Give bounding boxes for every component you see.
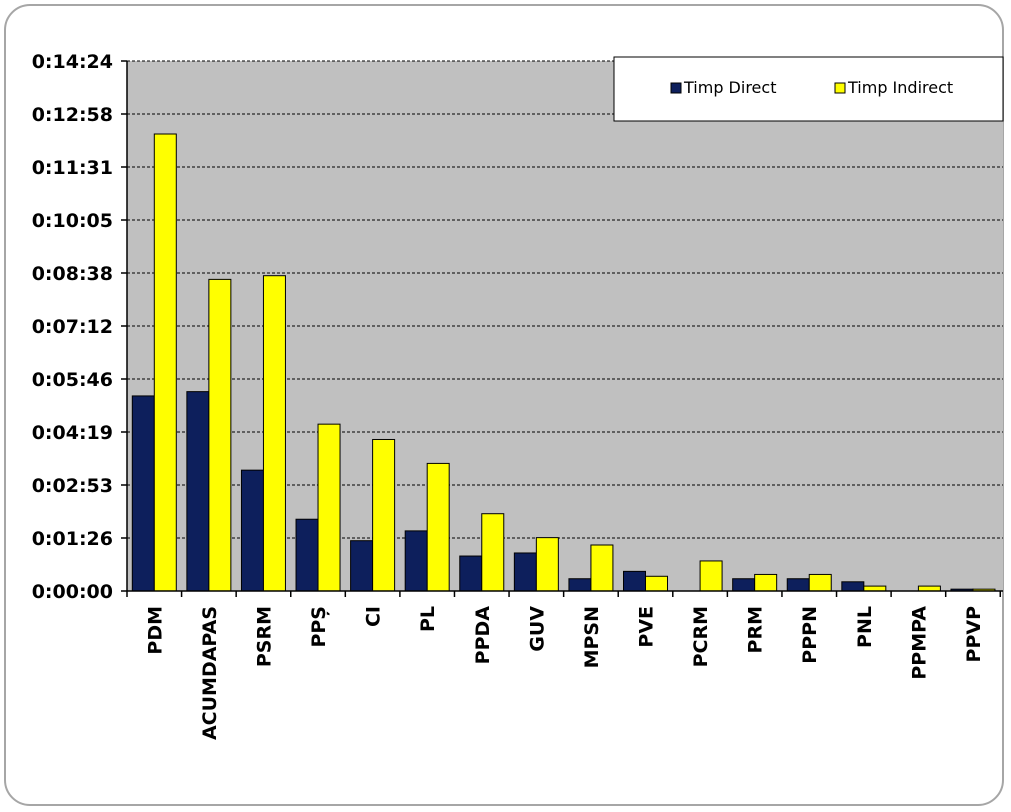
bar-indirect	[590, 544, 614, 592]
x-tick-label: PPȘ	[308, 606, 330, 648]
y-tick-label: 0:08:38	[32, 263, 113, 285]
bars	[131, 133, 996, 592]
bar-direct	[350, 540, 374, 592]
bar-indirect	[808, 573, 832, 592]
y-tick-label: 0:02:53	[32, 475, 113, 497]
bar-direct	[240, 469, 264, 592]
x-axis-ticks: PDM ACUMDAPAS PSRM PPȘ CI PL PPDA GUV MPSN PVE PCR…	[126, 591, 1002, 740]
legend-label-indirect: Timp Indirect	[847, 78, 953, 97]
bar-indirect	[426, 462, 450, 592]
bar-indirect	[372, 438, 396, 592]
legend-swatch-direct	[670, 82, 682, 94]
legend-label-direct: Timp Direct	[683, 78, 776, 97]
y-tick-label: 0:01:26	[32, 528, 113, 550]
x-tick-label: PPPN	[799, 606, 821, 664]
x-tick-label: PRM	[745, 606, 767, 653]
bar-indirect	[645, 575, 669, 592]
bar-indirect	[535, 537, 559, 592]
bar-indirect	[208, 278, 232, 592]
bar-direct	[459, 555, 483, 592]
x-tick-label: ACUMDAPAS	[199, 606, 221, 740]
legend: Timp Direct Timp Indirect	[613, 56, 1004, 122]
y-tick-label: 0:10:05	[32, 210, 113, 232]
bar-direct	[295, 518, 319, 592]
bar-direct	[623, 570, 647, 592]
bar-indirect	[699, 560, 723, 592]
legend-swatch-indirect	[834, 82, 846, 94]
bar-direct	[786, 578, 810, 592]
y-tick-label: 0:04:19	[32, 422, 113, 444]
y-tick-label: 0:05:46	[32, 369, 113, 391]
y-tick-label: 0:07:12	[32, 316, 113, 338]
bar-direct	[131, 395, 155, 592]
y-tick-label: 0:12:58	[32, 104, 113, 126]
x-tick-label: PPDA	[472, 606, 494, 665]
x-tick-label: PPMPA	[908, 606, 930, 680]
x-tick-label: PDM	[144, 606, 166, 655]
y-tick-label: 0:11:31	[32, 157, 113, 179]
y-tick-label: 0:14:24	[32, 51, 113, 73]
bar-direct	[404, 530, 428, 592]
x-tick-label: PCRM	[690, 606, 712, 667]
y-tick-label: 0:00:00	[32, 581, 113, 603]
bar-indirect	[153, 133, 177, 592]
x-tick-label: PPVP	[963, 606, 985, 663]
bar-direct	[186, 391, 210, 592]
bar-indirect	[754, 573, 778, 592]
bar-direct	[841, 581, 865, 592]
gridlines	[127, 60, 1003, 539]
x-tick-label: PNL	[854, 606, 876, 648]
bar-indirect	[481, 513, 505, 592]
bar-direct	[568, 578, 592, 592]
bar-direct	[513, 552, 537, 592]
x-tick-label: MPSN	[581, 606, 603, 668]
x-tick-label: GUV	[526, 606, 548, 652]
x-tick-label: PSRM	[253, 606, 275, 667]
x-tick-label: CI	[363, 606, 385, 627]
x-tick-label: PL	[417, 606, 439, 632]
bar-direct	[732, 578, 756, 592]
x-tick-label: PVE	[636, 606, 658, 648]
bar-indirect	[262, 275, 286, 592]
y-axis-ticks: 0:00:00 0:01:26 0:02:53 0:04:19 0:05:46 0:07:…	[32, 51, 127, 603]
bar-indirect	[317, 423, 341, 592]
